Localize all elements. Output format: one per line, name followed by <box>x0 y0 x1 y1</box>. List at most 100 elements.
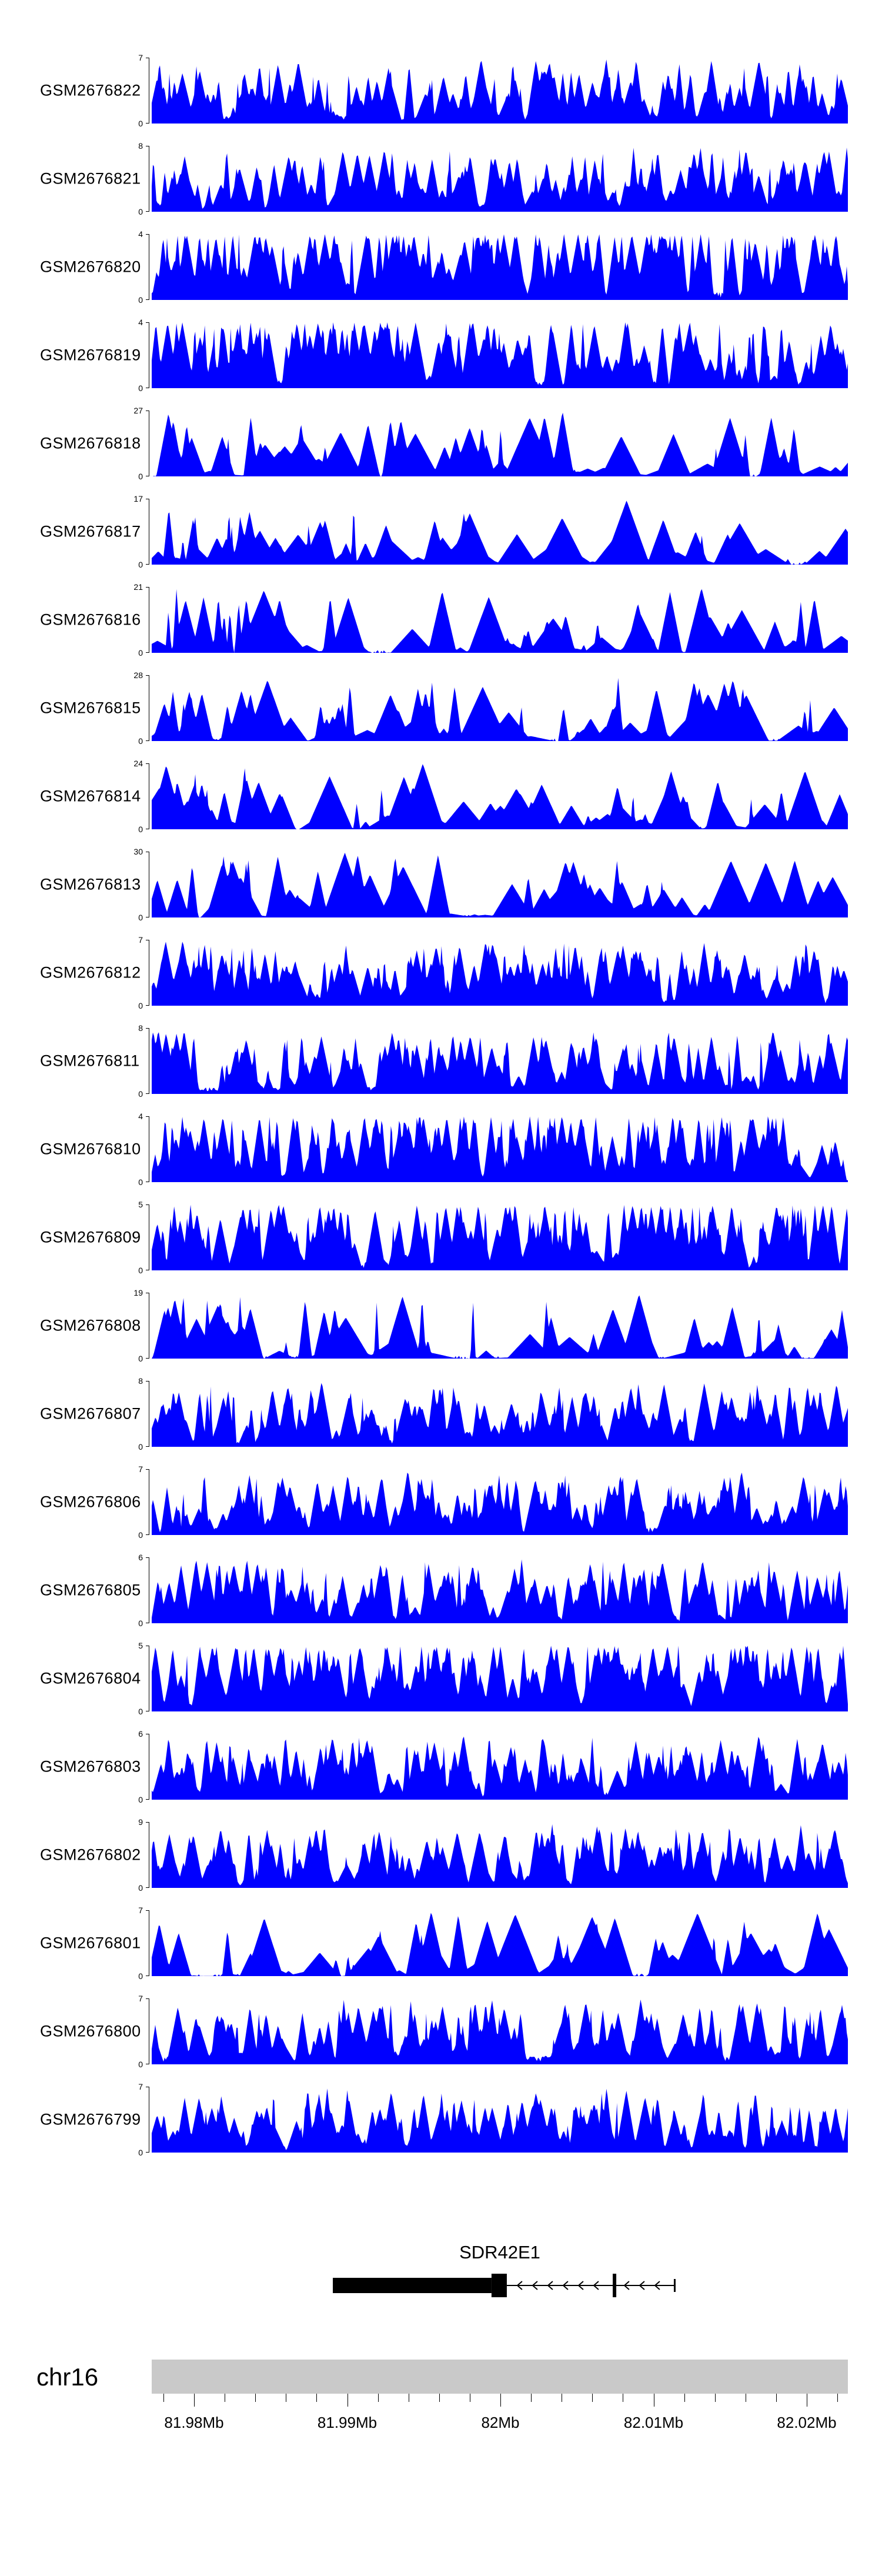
y-axis-max-value: 5 <box>138 1641 143 1650</box>
y-axis-tick-bottom <box>146 123 149 124</box>
y-axis-zero-value: 0 <box>138 825 143 834</box>
y-axis-zero-value: 0 <box>138 1883 143 1893</box>
y-axis-max-value: 5 <box>138 1200 143 1209</box>
track-label: GSM2676808 <box>40 1316 141 1334</box>
y-axis-tick-bottom <box>146 1093 149 1094</box>
ruler-tick-label: 82Mb <box>481 2414 520 2431</box>
ruler-minor-tick <box>377 2394 379 2402</box>
track-label: GSM2676814 <box>40 787 141 805</box>
coverage-signal <box>152 1383 848 1447</box>
y-axis-zero-value: 0 <box>138 295 143 305</box>
ruler-minor-tick <box>531 2394 532 2402</box>
coverage-track-row: GSM2676799 7 0 <box>0 2076 882 2164</box>
coverage-signal <box>152 59 848 124</box>
coverage-track-row: GSM2676817 17 0 <box>0 488 882 576</box>
track-y-axis: 24 0 <box>88 759 149 833</box>
y-axis-zero-value: 0 <box>138 1177 143 1187</box>
y-axis-zero-value: 0 <box>138 648 143 658</box>
y-axis-tick-bottom <box>146 299 149 300</box>
y-axis-tick-top <box>146 1910 149 1911</box>
y-axis-zero-value: 0 <box>138 736 143 746</box>
gene-strand-arrow-left <box>577 2281 584 2290</box>
coverage-signal <box>152 1646 848 1711</box>
ruler-minor-tick <box>776 2394 777 2402</box>
y-axis-tick-top <box>146 763 149 764</box>
coverage-signal <box>152 1295 848 1359</box>
y-axis-max-value: 6 <box>138 1553 143 1562</box>
y-axis-zero-value: 0 <box>138 1971 143 1981</box>
y-axis-tick-bottom <box>146 1534 149 1535</box>
track-label: GSM2676809 <box>40 1228 141 1246</box>
coverage-track-row: GSM2676816 21 0 <box>0 576 882 665</box>
track-label: GSM2676818 <box>40 434 141 452</box>
track-y-axis: 21 0 <box>88 583 149 657</box>
y-axis-zero-value: 0 <box>138 1619 143 1628</box>
coverage-signal <box>152 1913 848 1976</box>
y-axis-tick-bottom <box>146 652 149 653</box>
coverage-signal <box>152 1999 848 2064</box>
y-axis-zero-value: 0 <box>138 383 143 393</box>
y-axis-max-value: 7 <box>138 1994 143 2003</box>
y-axis-max-value: 4 <box>138 318 143 327</box>
ruler-tick-label: 81.99Mb <box>317 2414 377 2431</box>
y-axis-zero-value: 0 <box>138 1795 143 1804</box>
ruler-minor-tick <box>163 2394 164 2402</box>
y-axis-max-value: 28 <box>133 670 143 680</box>
coverage-track-row: GSM2676805 6 0 <box>0 1547 882 1635</box>
coverage-signal <box>152 942 848 1006</box>
y-axis-zero-value: 0 <box>138 1001 143 1010</box>
y-axis-zero-value: 0 <box>138 207 143 216</box>
coverage-track-row: GSM2676810 4 0 <box>0 1106 882 1194</box>
y-axis-tick-bottom <box>146 740 149 741</box>
y-axis-tick-top <box>146 1557 149 1558</box>
ruler-minor-tick <box>316 2394 318 2402</box>
track-y-axis: 27 0 <box>88 406 149 481</box>
coverage-signal <box>152 147 848 212</box>
coverage-track-row: GSM2676806 7 0 <box>0 1459 882 1547</box>
coverage-track-row: GSM2676813 30 0 <box>0 841 882 929</box>
y-axis-zero-value: 0 <box>138 1442 143 1451</box>
track-label: GSM2676811 <box>40 1052 140 1070</box>
coverage-signal <box>152 412 848 476</box>
y-axis-zero-value: 0 <box>138 472 143 481</box>
track-label: GSM2676804 <box>40 1669 141 1687</box>
y-axis-tick-top <box>146 587 149 588</box>
y-axis-tick-top <box>146 1998 149 1999</box>
gene-strand-arrow-left <box>516 2281 523 2290</box>
coverage-track-row: GSM2676821 8 0 <box>0 135 882 223</box>
gene-model <box>333 2274 676 2297</box>
genome-ruler: 81.98Mb 81.99Mb 82Mb 82.01Mb 82.02Mb <box>152 2394 848 2447</box>
y-axis-max-value: 7 <box>138 1906 143 1915</box>
y-axis-max-value: 8 <box>138 141 143 151</box>
y-axis-max-value: 21 <box>133 582 143 592</box>
y-axis-max-value: 9 <box>138 1817 143 1827</box>
y-axis-tick-bottom <box>146 1005 149 1006</box>
coverage-track-row: GSM2676819 4 0 <box>0 312 882 400</box>
gene-tall-exon <box>491 2274 507 2297</box>
y-axis-max-value: 7 <box>138 2082 143 2091</box>
gene-inner-exon-tick <box>613 2274 617 2297</box>
track-label: GSM2676819 <box>40 346 141 364</box>
y-axis-max-value: 27 <box>133 406 143 415</box>
track-label: GSM2676815 <box>40 699 141 717</box>
y-axis-max-value: 8 <box>138 1023 143 1033</box>
y-axis-tick-bottom <box>146 1887 149 1888</box>
coverage-track-row: GSM2676803 6 0 <box>0 1723 882 1811</box>
coverage-track-row: GSM2676804 5 0 <box>0 1635 882 1723</box>
track-y-axis: 28 0 <box>88 671 149 745</box>
coverage-signal <box>152 1032 848 1094</box>
gene-strand-arrow-left <box>593 2281 599 2290</box>
y-axis-tick-top <box>146 322 149 323</box>
coverage-signal <box>152 2088 848 2153</box>
coverage-track-row: GSM2676814 24 0 <box>0 753 882 841</box>
y-axis-tick-top <box>146 234 149 235</box>
y-axis-zero-value: 0 <box>138 1266 143 1275</box>
track-label: GSM2676799 <box>40 2110 141 2128</box>
